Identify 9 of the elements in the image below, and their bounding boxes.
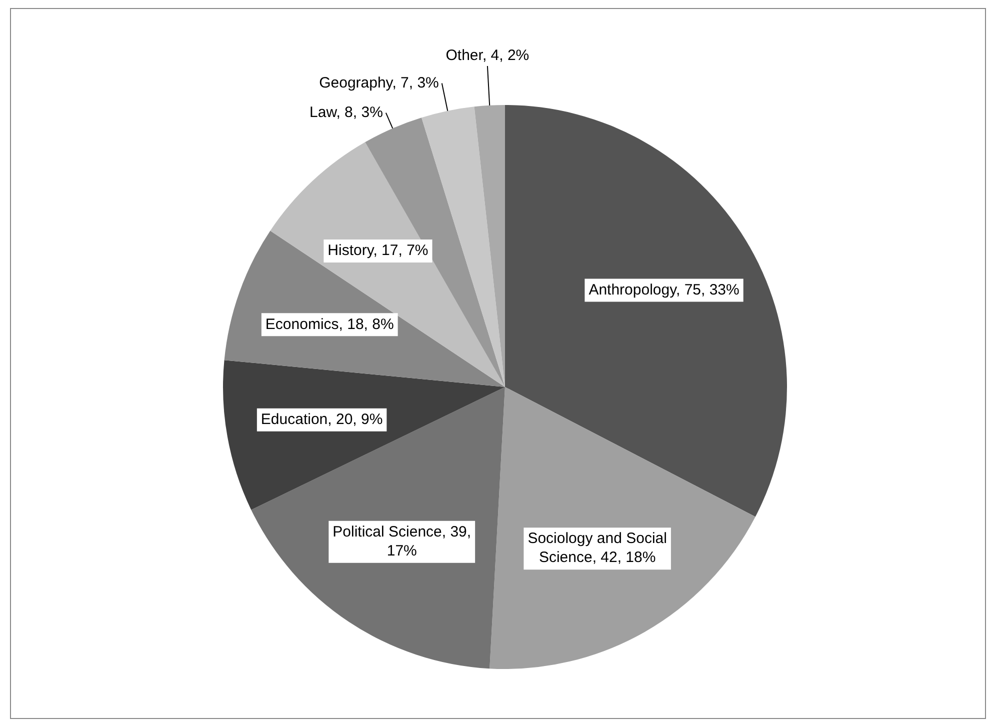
slice-label: Law, 8, 3% — [310, 104, 383, 121]
slice-label: Sociology and Social Science, 42, 18% — [528, 530, 667, 566]
slice-label: Political Science, 39, 17% — [332, 524, 472, 560]
slice-label: Geography, 7, 3% — [319, 74, 439, 92]
slice-label: History, 17, 7% — [328, 242, 428, 260]
slice-label: Other, 4, 2% — [446, 47, 530, 64]
slice-label: Education, 20, 9% — [260, 411, 383, 428]
slice-label: Economics, 18, 8% — [265, 316, 394, 333]
slice-label: Anthropology, 75, 33% — [588, 281, 740, 298]
